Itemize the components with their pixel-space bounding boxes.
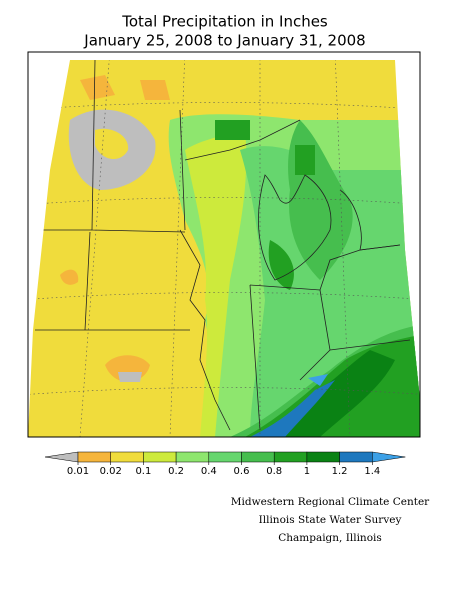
colorbar-label: 0.2 [168, 466, 184, 477]
colorbar-swatch [175, 451, 210, 463]
colorbar-swatch [110, 451, 144, 463]
colorbar-label: 0.6 [234, 466, 250, 477]
credit-line: Illinois State Water Survey [259, 514, 402, 526]
subtitle: January 25, 2008 to January 31, 2008 [83, 32, 365, 50]
colorbar-end [44, 451, 79, 463]
colorbar-label: 1.4 [364, 466, 380, 477]
colorbar-label: 0.01 [67, 466, 89, 477]
colorbar-swatch [241, 451, 275, 463]
precip-field [28, 60, 420, 437]
colorbar-swatch [77, 451, 111, 463]
colorbar-label: 0.4 [201, 466, 217, 477]
colorbar-swatch [208, 451, 242, 463]
colorbar-label: 1 [304, 466, 310, 477]
colorbar-swatch [143, 451, 177, 463]
colorbar-label: 0.8 [266, 466, 282, 477]
colorbar-swatch [273, 451, 308, 463]
colorbar: 0.01 0.02 0.1 0.2 0.4 0.6 0.8 1 1.2 1.4 [44, 451, 406, 477]
colorbar-label: 1.2 [332, 466, 348, 477]
colorbar-label: 0.02 [100, 466, 122, 477]
colorbar-label: 0.1 [135, 466, 151, 477]
colorbar-swatch [339, 451, 373, 463]
credit-line: Midwestern Regional Climate Center [231, 496, 430, 508]
colorbar-swatch [306, 451, 340, 463]
colorbar-end [372, 451, 406, 463]
title: Total Precipitation in Inches [121, 13, 328, 31]
credit-line: Champaign, Illinois [278, 532, 382, 544]
map-frame [27, 51, 421, 438]
